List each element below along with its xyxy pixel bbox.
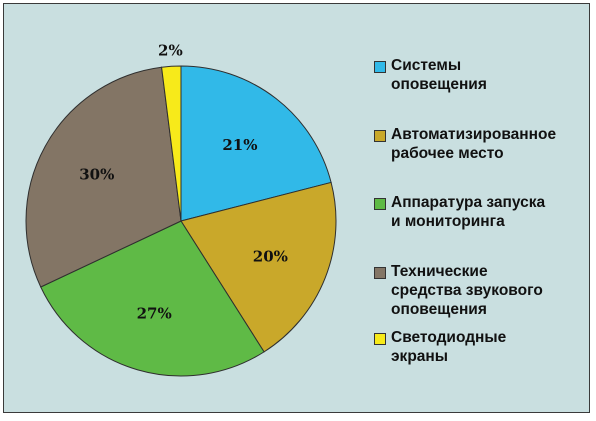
pie-slice — [161, 65, 182, 222]
legend-item: Автоматизированное рабочее место — [374, 125, 556, 163]
chart-frame: 21% 20% 27% 30% 2% Системы оповещения Автома… — [3, 3, 590, 413]
legend-item: Технические средства звукового оповещени… — [374, 262, 543, 319]
legend-label: Технические средства звукового оповещени… — [391, 263, 543, 318]
legend-label: Автоматизированное рабочее место — [391, 126, 557, 162]
pie-slice — [180, 181, 337, 353]
legend-swatch — [374, 267, 386, 279]
pie-chart: 21% 20% 27% 30% 2% — [25, 41, 337, 377]
pie-slice — [40, 220, 265, 377]
slice-value-label: 21% — [222, 136, 257, 154]
pie-slice — [180, 65, 332, 222]
slice-value-label: 2% — [158, 41, 183, 59]
slice-value-label: 30% — [79, 166, 114, 184]
legend-swatch — [374, 130, 386, 142]
pie-slice — [25, 66, 182, 288]
legend-label: Светодиодные экраны — [391, 329, 507, 365]
legend-item: Светодиодные экраны — [374, 328, 506, 366]
legend-label: Системы оповещения — [391, 57, 487, 93]
legend-label: Аппаратура запуска и мониторинга — [391, 194, 546, 230]
legend-item: Системы оповещения — [374, 56, 487, 94]
legend-swatch — [374, 61, 386, 73]
legend-item: Аппаратура запуска и мониторинга — [374, 193, 545, 231]
slice-value-label: 27% — [137, 304, 172, 322]
legend-swatch — [374, 333, 386, 345]
legend-swatch — [374, 198, 386, 210]
slice-value-label: 20% — [253, 247, 288, 265]
